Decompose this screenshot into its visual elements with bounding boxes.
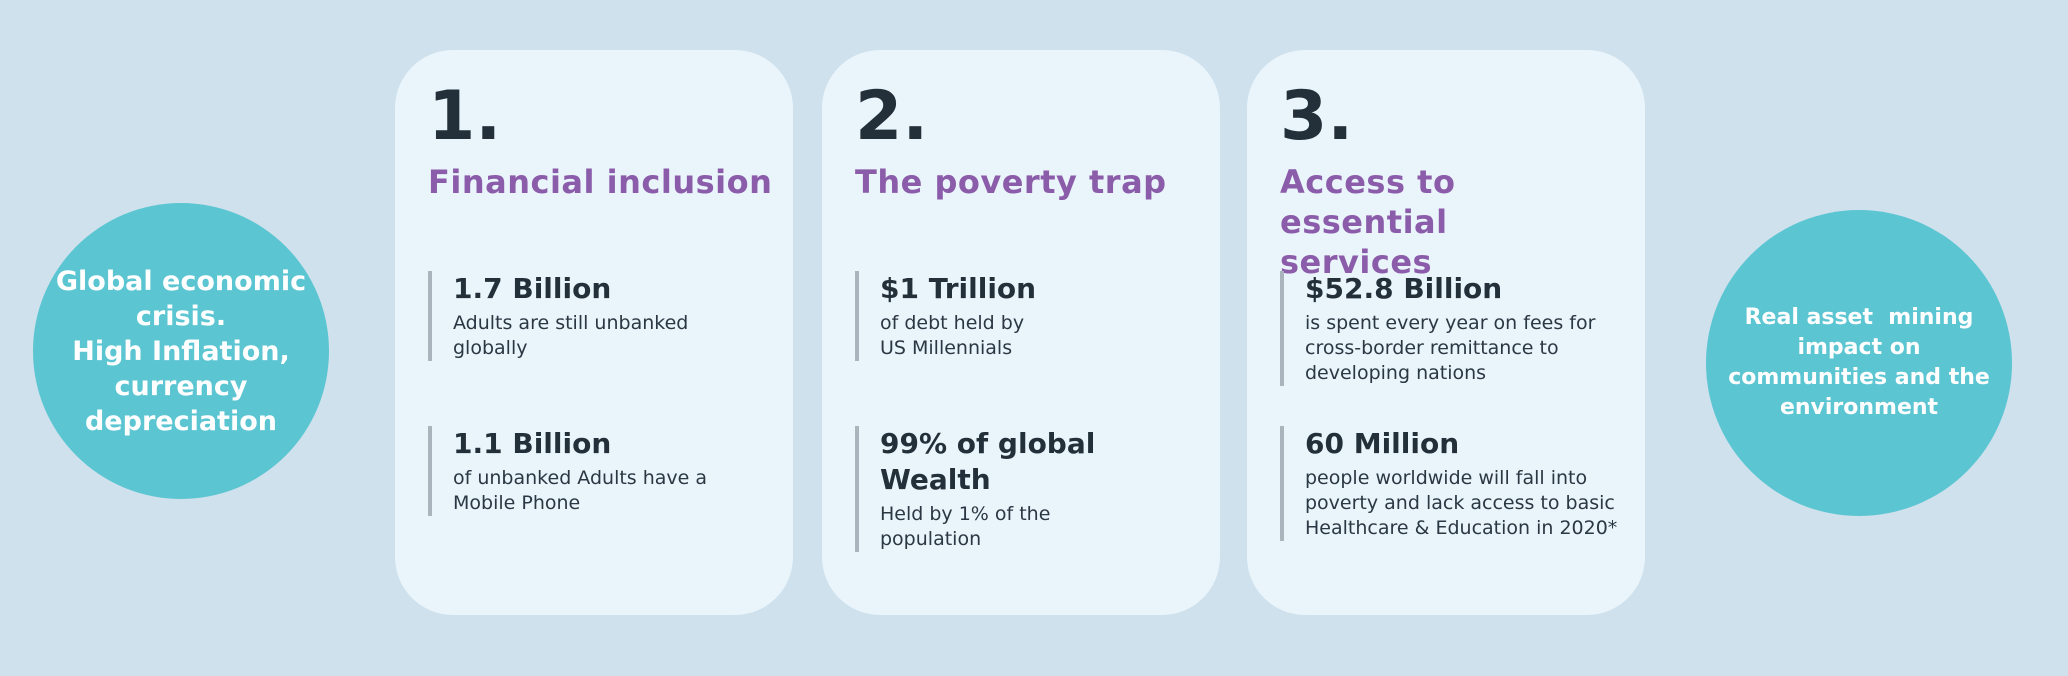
mining-impact-text: Real asset mining impact on communities …: [1728, 303, 1990, 423]
circle-text-line: Real asset mining: [1744, 305, 1974, 330]
card-title: The poverty trap: [855, 162, 1202, 202]
card-poverty-trap: 2. The poverty trap $1 Trillion of debt …: [822, 50, 1220, 615]
circle-text-line: Global economic: [55, 265, 307, 297]
stat-desc-line: globally: [453, 337, 528, 359]
stat-desc: is spent every year on fees for cross-bo…: [1305, 311, 1633, 386]
card-number: 1.: [428, 77, 502, 156]
global-crisis-text: Global economic crisis. High Inflation, …: [56, 264, 306, 439]
stat-desc-line: is spent every year on fees for: [1305, 312, 1596, 334]
stat-millennial-debt: $1 Trillion of debt held by US Millennia…: [855, 271, 1208, 361]
card-title-line: Access to essential: [1280, 163, 1456, 241]
stat-desc-line: population: [880, 528, 982, 550]
card-number: 2.: [855, 77, 929, 156]
card-title: Financial inclusion: [428, 162, 775, 202]
global-crisis-circle: Global economic crisis. High Inflation, …: [33, 203, 329, 499]
stat-value: 60 Million: [1305, 427, 1460, 460]
stat-desc: of debt held by US Millennials: [880, 311, 1208, 361]
circle-text-line: communities and the: [1728, 365, 1990, 390]
stat-value: 1.7 Billion: [453, 272, 612, 305]
card-title-line: services: [1280, 243, 1433, 281]
stat-desc-line: of debt held by: [880, 312, 1025, 334]
stat-desc-line: people worldwide will fall into: [1305, 467, 1588, 489]
card-title-line: The poverty trap: [855, 163, 1167, 201]
card-title-line: Financial inclusion: [428, 163, 773, 201]
stat-desc-line: Mobile Phone: [453, 492, 581, 514]
stat-poverty-2020: 60 Million people worldwide will fall in…: [1280, 426, 1633, 541]
stat-remittance-fees: $52.8 Billion is spent every year on fee…: [1280, 271, 1633, 386]
circle-text-line: currency: [114, 370, 248, 402]
stat-desc: Held by 1% of the population: [880, 502, 1208, 552]
circle-text-line: environment: [1779, 395, 1939, 420]
stat-unbanked-mobile: 1.1 Billion of unbanked Adults have a Mo…: [428, 426, 781, 516]
stat-desc-line: of unbanked Adults have a: [453, 467, 708, 489]
stat-value: 99% of global Wealth: [880, 427, 1096, 496]
card-financial-inclusion: 1. Financial inclusion 1.7 Billion Adult…: [395, 50, 793, 615]
stat-desc: Adults are still unbanked globally: [453, 311, 781, 361]
stat-desc-line: US Millennials: [880, 337, 1013, 359]
stat-value: $52.8 Billion: [1305, 272, 1503, 305]
stat-value: 1.1 Billion: [453, 427, 612, 460]
stat-desc-line: poverty and lack access to basic: [1305, 492, 1615, 514]
card-number: 3.: [1280, 77, 1354, 156]
stat-desc-line: Healthcare & Education in 2020*: [1305, 517, 1618, 539]
card-title: Access to essential services: [1280, 162, 1627, 282]
circle-text-line: High Inflation,: [72, 335, 290, 367]
stat-desc-line: Held by 1% of the: [880, 503, 1051, 525]
circle-text-line: depreciation: [84, 405, 277, 437]
stat-value: $1 Trillion: [880, 272, 1037, 305]
circle-text-line: impact on: [1797, 335, 1921, 360]
stat-desc: of unbanked Adults have a Mobile Phone: [453, 466, 781, 516]
stat-desc-line: developing nations: [1305, 362, 1487, 384]
stat-desc-line: Adults are still unbanked: [453, 312, 689, 334]
stat-desc-line: cross-border remittance to: [1305, 337, 1559, 359]
circle-text-line: crisis.: [135, 300, 227, 332]
stat-desc: people worldwide will fall into poverty …: [1305, 466, 1633, 541]
card-essential-services: 3. Access to essential services $52.8 Bi…: [1247, 50, 1645, 615]
stat-wealth-concentration: 99% of global Wealth Held by 1% of the p…: [855, 426, 1208, 552]
mining-impact-circle: Real asset mining impact on communities …: [1706, 210, 2012, 516]
stat-unbanked-adults: 1.7 Billion Adults are still unbanked gl…: [428, 271, 781, 361]
